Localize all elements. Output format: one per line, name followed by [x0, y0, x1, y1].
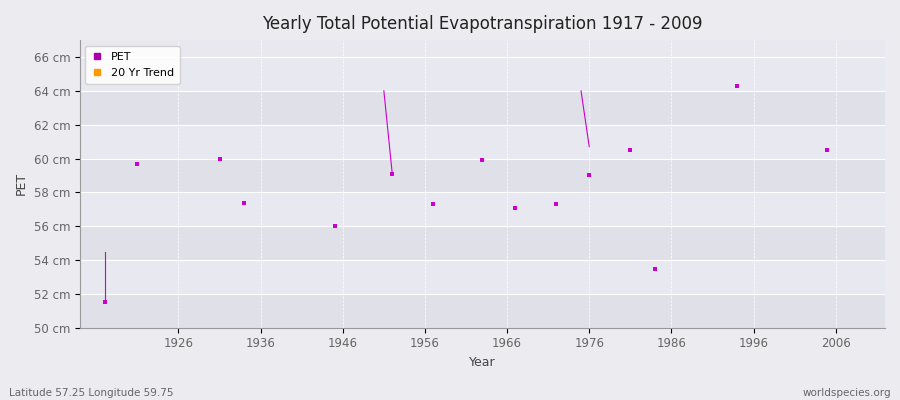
Text: Latitude 57.25 Longitude 59.75: Latitude 57.25 Longitude 59.75 [9, 388, 174, 398]
Point [130, 160, 145, 167]
Point [508, 204, 523, 211]
Point [385, 170, 400, 177]
Legend: PET, 20 Yr Trend: PET, 20 Yr Trend [86, 46, 180, 84]
Point [426, 201, 440, 208]
Bar [80, 57, 885, 91]
Title: Yearly Total Potential Evapotranspiration 1917 - 2009: Yearly Total Potential Evapotranspiratio… [262, 15, 703, 33]
Point [475, 157, 490, 164]
Point [648, 265, 662, 272]
Point [97, 299, 112, 306]
Bar [80, 260, 885, 294]
Bar [80, 158, 885, 192]
Y-axis label: PET: PET [15, 172, 28, 196]
Point [820, 147, 834, 153]
X-axis label: Year: Year [469, 356, 496, 369]
Point [549, 201, 563, 208]
Point [212, 155, 227, 162]
Bar [80, 226, 885, 260]
Point [623, 147, 637, 153]
Point [582, 172, 597, 179]
Bar [80, 125, 885, 158]
Bar [80, 294, 885, 328]
Bar [80, 192, 885, 226]
Point [237, 199, 251, 206]
Text: worldspecies.org: worldspecies.org [803, 388, 891, 398]
Bar [80, 91, 885, 125]
Point [730, 82, 744, 89]
Point [328, 223, 342, 230]
